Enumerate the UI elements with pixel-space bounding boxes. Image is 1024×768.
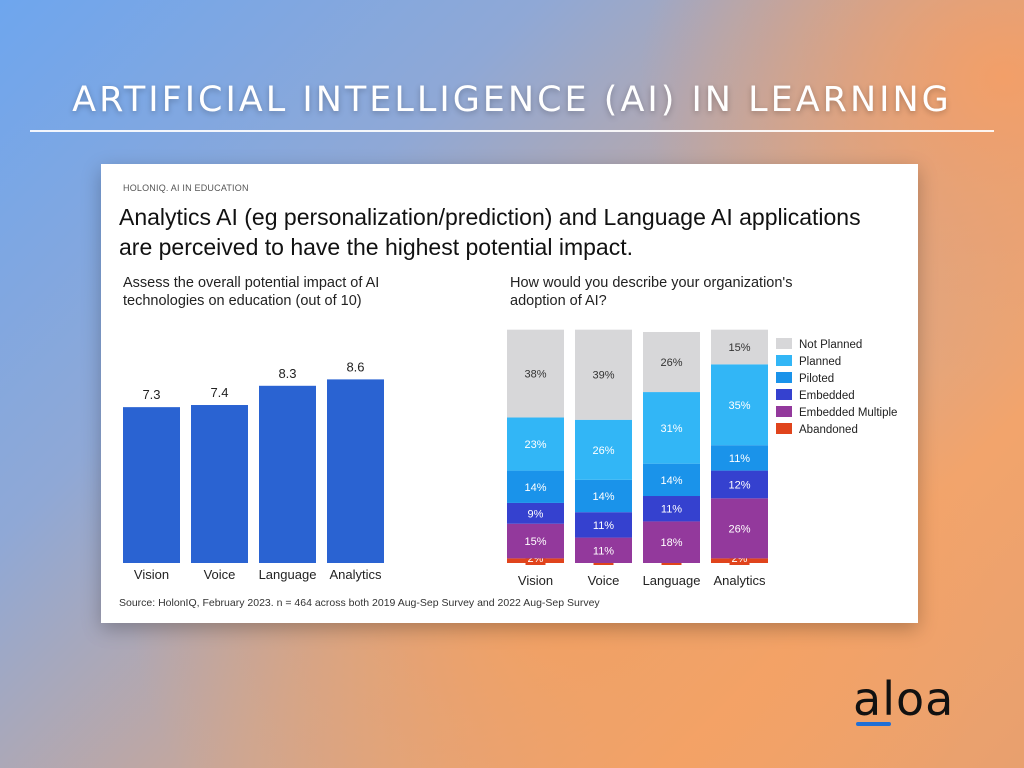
chart-card: HOLONIQ. AI IN EDUCATION Analytics AI (e… bbox=[101, 164, 918, 623]
adoption-segment-planned bbox=[643, 392, 700, 464]
legend-swatch-planned bbox=[776, 355, 792, 366]
right-chart-question: How would you describe your organization… bbox=[510, 275, 793, 309]
adoption-value-label: 38% bbox=[524, 369, 546, 381]
legend-swatch-embedded-multiple bbox=[776, 406, 792, 417]
legend-label-not-planned: Not Planned bbox=[799, 339, 862, 351]
adoption-value-label: 18% bbox=[660, 537, 682, 549]
adoption-value-label: 12% bbox=[728, 479, 750, 491]
adoption-value-label: 11% bbox=[593, 520, 614, 532]
charts-svg: 7.3 Vision 7.4 Voice 8.3 Language 8.6 Analytics… bbox=[123, 329, 897, 588]
headline-divider bbox=[30, 130, 994, 132]
adoption-small-label-bg bbox=[525, 554, 546, 565]
adoption-value-label: 15% bbox=[524, 536, 546, 548]
legend-label-planned: Planned bbox=[799, 356, 841, 368]
adoption-segment-embedded bbox=[507, 502, 564, 524]
source-note: Source: HolonIQ, February 2023. n = 464 … bbox=[119, 597, 600, 609]
impact-bar-voice bbox=[191, 405, 248, 563]
adoption-segment-piloted bbox=[507, 470, 564, 503]
adoption-value-label: 11% bbox=[593, 545, 614, 557]
adoption-segment-embedded bbox=[711, 470, 768, 499]
adoption-category-label: Analytics bbox=[713, 573, 766, 588]
impact-category-label: Vision bbox=[134, 567, 169, 582]
card-title: Analytics AI (eg personalization/predict… bbox=[119, 204, 861, 260]
legend-swatch-piloted bbox=[776, 372, 792, 383]
legend-label-embedded: Embedded bbox=[799, 390, 855, 402]
adoption-value-label: 31% bbox=[660, 423, 682, 435]
legend-swatch-abandoned bbox=[776, 423, 792, 434]
aloa-logo: aloa bbox=[853, 672, 983, 732]
adoption-segment-piloted bbox=[643, 463, 700, 497]
adoption-value-label: 35% bbox=[728, 400, 750, 412]
adoption-segment-piloted bbox=[711, 445, 768, 471]
adoption-value-label: 14% bbox=[592, 491, 614, 503]
adoption-value-label: 26% bbox=[728, 523, 750, 535]
page-headline: ARTIFICIAL INTELLIGENCE (AI) IN LEARNING bbox=[72, 80, 952, 120]
legend-swatch-not-planned bbox=[776, 338, 792, 349]
adoption-segment-not-planned bbox=[575, 329, 632, 420]
impact-bar-analytics bbox=[327, 379, 384, 563]
adoption-value-label: 15% bbox=[728, 342, 750, 354]
adoption-segment-planned bbox=[711, 364, 768, 446]
adoption-value-label: 14% bbox=[660, 475, 682, 487]
legend-label-abandoned: Abandoned bbox=[799, 424, 858, 436]
adoption-segment-not-planned bbox=[643, 332, 700, 393]
adoption-category-label: Voice bbox=[588, 573, 620, 588]
adoption-value-label: 14% bbox=[524, 482, 546, 494]
adoption-segment-embedded bbox=[575, 512, 632, 538]
adoption-segment-planned bbox=[507, 417, 564, 471]
legend-label-piloted: Piloted bbox=[799, 373, 834, 385]
adoption-category-label: Vision bbox=[518, 573, 553, 588]
adoption-segment-embedded-multiple bbox=[507, 523, 564, 559]
adoption-value-label: 11% bbox=[729, 453, 750, 465]
impact-bar-vision bbox=[123, 407, 180, 563]
adoption-segment-embedded-multiple bbox=[711, 498, 768, 559]
card-brand: HOLONIQ. AI IN EDUCATION bbox=[123, 183, 249, 193]
adoption-segment-embedded bbox=[643, 496, 700, 522]
adoption-small-label-bg bbox=[729, 554, 750, 565]
adoption-value-label: 11% bbox=[661, 504, 682, 516]
adoption-value-label: 26% bbox=[592, 445, 614, 457]
impact-bar-language bbox=[259, 385, 316, 563]
adoption-category-label: Language bbox=[643, 573, 701, 588]
impact-value-label: 7.4 bbox=[210, 385, 228, 400]
adoption-segment-piloted bbox=[575, 479, 632, 513]
legend-label-embedded-multiple: Embedded Multiple bbox=[799, 407, 897, 419]
impact-category-label: Analytics bbox=[329, 567, 382, 582]
logo-wordmark: aloa bbox=[853, 672, 955, 726]
adoption-segment-not-planned bbox=[507, 329, 564, 418]
impact-category-label: Language bbox=[259, 567, 317, 582]
adoption-value-label: 9% bbox=[528, 508, 544, 520]
impact-value-label: 8.3 bbox=[278, 366, 296, 381]
adoption-segment-planned bbox=[575, 419, 632, 480]
adoption-value-label: 39% bbox=[592, 370, 614, 382]
adoption-segment-not-planned bbox=[711, 329, 768, 365]
adoption-value-label: 23% bbox=[524, 439, 546, 451]
logo-underline bbox=[856, 722, 891, 726]
adoption-segment-embedded-multiple bbox=[575, 537, 632, 563]
impact-value-label: 8.6 bbox=[346, 359, 364, 374]
impact-value-label: 7.3 bbox=[142, 387, 160, 402]
adoption-segment-embedded-multiple bbox=[643, 521, 700, 563]
legend-swatch-embedded bbox=[776, 389, 792, 400]
adoption-value-label: 26% bbox=[660, 357, 682, 369]
left-chart-question: Assess the overall potential impact of A… bbox=[123, 275, 380, 309]
impact-category-label: Voice bbox=[204, 567, 236, 582]
